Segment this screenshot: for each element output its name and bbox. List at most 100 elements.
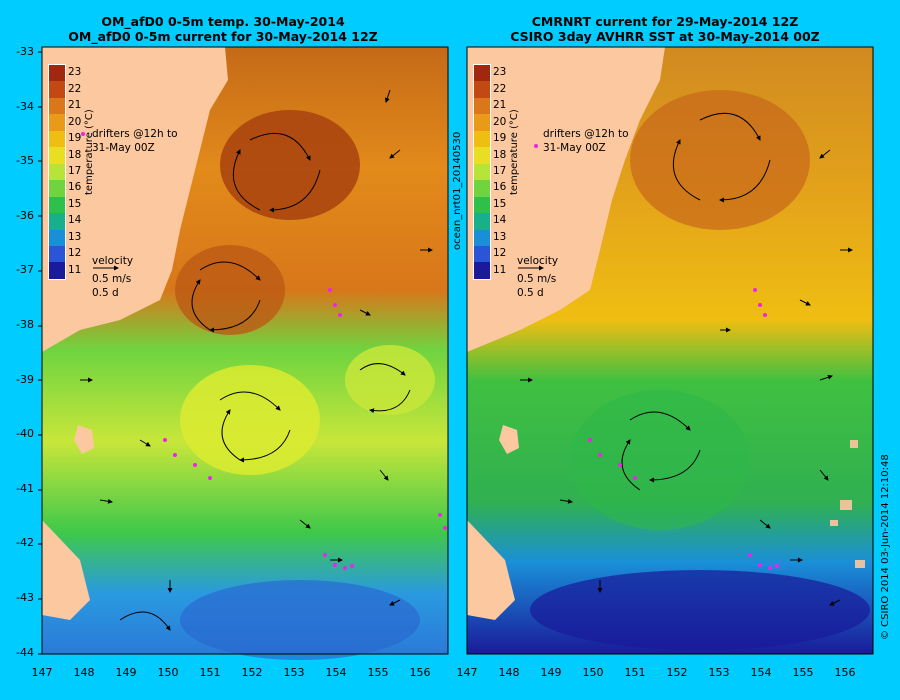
left-drifter-legend: drifters @12h to 31-May 00Z	[92, 127, 178, 155]
colorbar-swatch	[49, 81, 65, 98]
right-drifter-legend: drifters @12h to 31-May 00Z	[543, 127, 629, 155]
right-velocity-legend: velocity 0.5 m/s 0.5 d	[517, 254, 558, 300]
y-axis-tick-label: -41	[16, 481, 34, 495]
left-velocity-scale: 0.5 m/s	[92, 273, 132, 285]
colorbar-tick-label: 22	[68, 82, 82, 95]
right-tasmania	[467, 520, 515, 620]
y-axis-tick-label: -37	[16, 263, 34, 277]
right-colorbar-label: temperature (°C)	[509, 109, 520, 195]
colorbar-swatch	[474, 196, 490, 214]
left-drifter-tracks	[163, 288, 447, 570]
right-mainland-australia	[467, 47, 665, 352]
right-flinders-island	[499, 425, 519, 454]
y-axis-tick-label: -42	[16, 536, 34, 550]
x-axis-tick-label: 153	[283, 666, 305, 679]
x-axis-tick-label: 147	[456, 666, 478, 679]
colorbar-swatch	[474, 147, 490, 164]
colorbar-swatch	[49, 114, 65, 131]
y-axis-tick-label: -34	[16, 99, 34, 113]
right-colorbar-swatches	[474, 65, 490, 279]
colorbar-tick-label: 13	[493, 230, 507, 243]
x-axis-tick-label: 154	[750, 666, 772, 679]
left-warm-eddy-south	[175, 245, 285, 335]
colorbar-tick-label: 12	[68, 247, 82, 260]
left-mainland-australia	[42, 47, 228, 352]
right-drifter-legend-line1: drifters @12h to	[543, 128, 629, 140]
left-title-line1: OM_afD0 0-5m temp. 30-May-2014	[101, 14, 345, 29]
colorbar-tick-label: 17	[68, 165, 82, 177]
colorbar-swatch	[474, 213, 490, 230]
colorbar-swatch	[49, 147, 65, 164]
colorbar-swatch	[49, 245, 65, 263]
x-axis-tick-label: 148	[498, 666, 520, 679]
right-side-label: ocean_nrt01_20140530	[452, 131, 463, 250]
colorbar-tick-label: 14	[68, 214, 82, 227]
x-axis-tick-label: 151	[199, 666, 221, 679]
right-drifter-legend-mark	[534, 144, 538, 148]
colorbar-swatch	[49, 196, 65, 214]
colorbar-tick-label: 11	[493, 263, 507, 276]
x-axis-tick-label: 152	[666, 666, 688, 679]
colorbar-swatch	[474, 163, 490, 181]
x-axis-tick-label: 156	[834, 666, 856, 679]
y-axis-tick-label: -36	[16, 208, 34, 222]
colorbar-swatch	[49, 229, 65, 246]
colorbar-swatch	[474, 97, 490, 115]
colorbar-tick-label: 12	[493, 247, 507, 260]
x-axis-tick-label: 155	[792, 666, 814, 679]
x-axis-tick-label: 154	[325, 666, 347, 679]
y-axis-tick-label: -35	[16, 154, 34, 168]
colorbar-tick-label: 15	[68, 197, 82, 210]
colorbar-tick-label: 21	[493, 99, 507, 112]
y-axis-tick-label: -43	[16, 591, 34, 604]
colorbar-swatch	[474, 130, 490, 148]
colorbar-swatch	[474, 262, 490, 279]
right-title-line1: CMRNRT current for 29-May-2014 12Z	[531, 14, 799, 29]
colorbar-swatch	[474, 245, 490, 263]
y-axis-tick-label: -38	[16, 318, 34, 331]
left-velocity-time: 0.5 d	[92, 287, 119, 299]
right-map	[466, 46, 874, 655]
colorbar-tick-label: 18	[493, 148, 507, 161]
colorbar-swatch	[49, 262, 65, 279]
credit-label: © CSIRO 2014 03-Jun-2014 12:10:48	[880, 454, 891, 640]
right-velocity-time: 0.5 d	[517, 287, 544, 299]
colorbar-swatch	[474, 229, 490, 246]
left-title-line2: OM_afD0 0-5m current for 30-May-2014 12Z	[68, 29, 378, 44]
colorbar-tick-label: 20	[68, 115, 82, 128]
colorbar-tick-label: 22	[493, 82, 507, 95]
y-axis-tick-label: -40	[16, 427, 34, 441]
colorbar-swatch	[474, 65, 490, 82]
colorbar-swatch	[49, 213, 65, 230]
x-axis-tick-label: 153	[708, 666, 730, 679]
x-axis-tick-label: 151	[624, 666, 646, 679]
colorbar-tick-label: 19	[68, 132, 82, 145]
colorbar-tick-label: 16	[493, 181, 507, 194]
x-axis-tick-label: 147	[31, 666, 53, 679]
colorbar-swatch	[49, 97, 65, 115]
x-axis-tick-label: 155	[367, 666, 389, 679]
left-tasmania	[42, 520, 90, 620]
left-drifter-legend-line2: 31-May 00Z	[92, 142, 155, 154]
colorbar-tick-label: 15	[493, 197, 507, 210]
y-axis-tick-label: -39	[16, 372, 34, 386]
colorbar-tick-label: 21	[68, 99, 82, 112]
y-axis-tick-label: -44	[16, 645, 34, 659]
right-current-vectors	[520, 112, 853, 606]
right-drifter-tracks	[588, 288, 779, 570]
left-velocity-legend: velocity 0.5 m/s 0.5 d	[92, 254, 133, 300]
left-yellow-eddy	[180, 365, 320, 475]
colorbar-tick-label: 20	[493, 115, 507, 128]
colorbar-swatch	[49, 65, 65, 82]
left-warm-eddy-north	[220, 110, 360, 220]
colorbar-swatch	[49, 180, 65, 197]
colorbar-tick-label: 16	[68, 181, 82, 194]
right-map-frame	[466, 46, 874, 655]
colorbar-tick-label: 11	[68, 263, 82, 276]
x-axis-tick-label: 149	[540, 666, 562, 679]
left-velocity-label: velocity	[92, 255, 134, 267]
right-cloud-gaps	[830, 440, 865, 568]
right-panel-title: CMRNRT current for 29-May-2014 12Z CSIRO…	[450, 14, 880, 44]
left-drifter-legend-mark	[81, 132, 85, 136]
